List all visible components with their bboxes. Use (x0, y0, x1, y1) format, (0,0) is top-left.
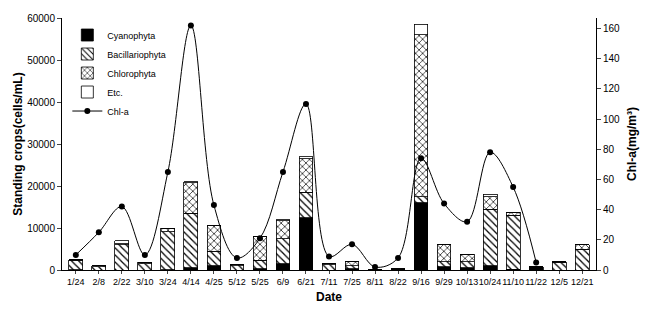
svg-text:4/25: 4/25 (205, 277, 223, 287)
svg-text:0: 0 (603, 265, 609, 276)
svg-text:30000: 30000 (27, 139, 55, 150)
svg-text:2/22: 2/22 (113, 277, 131, 287)
svg-text:Chl-a: Chl-a (107, 107, 129, 117)
svg-text:11/22: 11/22 (525, 277, 547, 287)
svg-text:4/14: 4/14 (182, 277, 200, 287)
svg-text:2/8: 2/8 (93, 277, 106, 287)
svg-text:40: 40 (603, 204, 615, 215)
svg-text:120: 120 (603, 83, 620, 94)
svg-text:10/24: 10/24 (479, 277, 502, 287)
svg-text:10000: 10000 (27, 223, 55, 234)
svg-text:9/29: 9/29 (435, 277, 453, 287)
svg-text:7/25: 7/25 (343, 277, 361, 287)
svg-text:8/11: 8/11 (367, 277, 384, 287)
svg-text:Etc.: Etc. (107, 88, 123, 98)
svg-text:Standing crops(cells/mL): Standing crops(cells/mL) (11, 72, 25, 215)
svg-text:20: 20 (603, 234, 615, 245)
svg-text:Bacillariophyta: Bacillariophyta (107, 50, 166, 60)
svg-text:Date: Date (316, 290, 342, 304)
svg-text:0: 0 (49, 265, 55, 276)
svg-text:3/24: 3/24 (159, 277, 177, 287)
svg-text:5/25: 5/25 (251, 277, 269, 287)
svg-text:6/21: 6/21 (297, 277, 315, 287)
svg-text:160: 160 (603, 23, 620, 34)
svg-text:20000: 20000 (27, 181, 55, 192)
svg-text:40000: 40000 (27, 97, 55, 108)
svg-text:60: 60 (603, 174, 615, 185)
svg-text:1/24: 1/24 (67, 277, 85, 287)
svg-text:12/5: 12/5 (550, 277, 568, 287)
svg-text:12/21: 12/21 (571, 277, 594, 287)
svg-text:Chl-a(mg/m³): Chl-a(mg/m³) (625, 107, 639, 181)
svg-text:140: 140 (603, 53, 620, 64)
svg-text:3/10: 3/10 (136, 277, 154, 287)
svg-text:8/22: 8/22 (389, 277, 407, 287)
svg-text:80: 80 (603, 144, 615, 155)
svg-text:10/13: 10/13 (456, 277, 479, 287)
svg-text:60000: 60000 (27, 13, 55, 24)
svg-text:9/16: 9/16 (412, 277, 430, 287)
svg-text:50000: 50000 (27, 55, 55, 66)
svg-text:11/10: 11/10 (502, 277, 524, 287)
svg-text:Cyanophyta: Cyanophyta (107, 31, 155, 41)
svg-text:5/12: 5/12 (228, 277, 246, 287)
svg-text:Chlorophyta: Chlorophyta (107, 69, 156, 79)
svg-text:100: 100 (603, 114, 620, 125)
svg-text:7/11: 7/11 (321, 277, 338, 287)
svg-text:6/9: 6/9 (277, 277, 290, 287)
